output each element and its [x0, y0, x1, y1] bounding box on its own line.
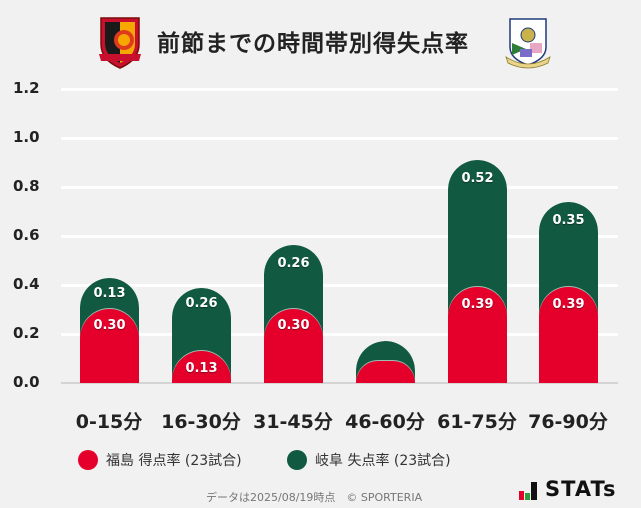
x-label: 46-60分	[345, 411, 425, 433]
x-label: 76-90分	[528, 411, 608, 433]
home-segment	[539, 287, 598, 383]
y-tick: 0.0	[13, 373, 40, 391]
legend-label-home: 福島 得点率 (23試合)	[106, 453, 242, 469]
gridline	[61, 186, 618, 189]
x-label: 0-15分	[75, 411, 143, 433]
stats-brand-logo: STATs	[519, 478, 616, 500]
legend-label-away: 岐阜 失点率 (23試合)	[315, 453, 451, 469]
y-tick: 0.6	[13, 226, 40, 244]
away-color-swatch	[287, 450, 307, 470]
bar-61-75: 0.52 0.39	[448, 160, 507, 383]
x-label: 16-30分	[161, 411, 241, 433]
gridline	[61, 333, 618, 336]
away-value-label: 0.26	[277, 256, 310, 271]
home-segment	[80, 309, 139, 383]
bar-16-30: 0.26 0.13	[172, 288, 231, 383]
away-value-label: 0.13	[93, 286, 126, 301]
away-value-label: 0.52	[461, 171, 494, 186]
home-value-label: 0.39	[552, 297, 585, 312]
bar-76-90: 0.35 0.39	[539, 202, 598, 383]
legend-item-away: 岐阜 失点率 (23試合)	[287, 450, 451, 470]
bar-31-45: 0.26 0.30	[264, 245, 323, 383]
x-axis-baseline	[61, 382, 618, 384]
data-source-note: データは2025/08/19時点 © SPORTERIA	[206, 491, 423, 504]
gridline	[61, 284, 618, 287]
y-tick: 0.2	[13, 324, 40, 342]
y-tick: 1.2	[13, 79, 40, 97]
home-color-swatch	[78, 450, 98, 470]
away-value-label: 0.35	[552, 213, 585, 228]
y-tick: 0.4	[13, 275, 40, 293]
chart-title: 前節までの時間帯別得失点率	[157, 31, 469, 57]
legend-item-home: 福島 得点率 (23試合)	[78, 450, 242, 470]
home-segment	[356, 361, 415, 383]
gridline	[61, 235, 618, 238]
gridline	[61, 137, 618, 140]
home-value-label: 0.39	[461, 297, 494, 312]
x-label: 31-45分	[253, 411, 333, 433]
x-label: 61-75分	[437, 411, 517, 433]
y-tick: 0.8	[13, 177, 40, 195]
stats-brand-text: STATs	[545, 477, 617, 501]
away-value-label: 0.26	[185, 296, 218, 311]
fukushima-united-logo	[97, 14, 143, 70]
bar-0-15: 0.13 0.30	[80, 278, 139, 383]
bar-chart-icon	[519, 482, 537, 500]
home-segment	[448, 287, 507, 383]
fc-gifu-logo	[502, 13, 554, 69]
bar-46-60	[356, 341, 415, 383]
gridline	[61, 88, 618, 91]
y-tick: 1.0	[13, 128, 40, 146]
home-segment	[264, 309, 323, 383]
home-value-label: 0.30	[277, 318, 310, 333]
home-value-label: 0.13	[185, 361, 218, 376]
home-value-label: 0.30	[93, 318, 126, 333]
